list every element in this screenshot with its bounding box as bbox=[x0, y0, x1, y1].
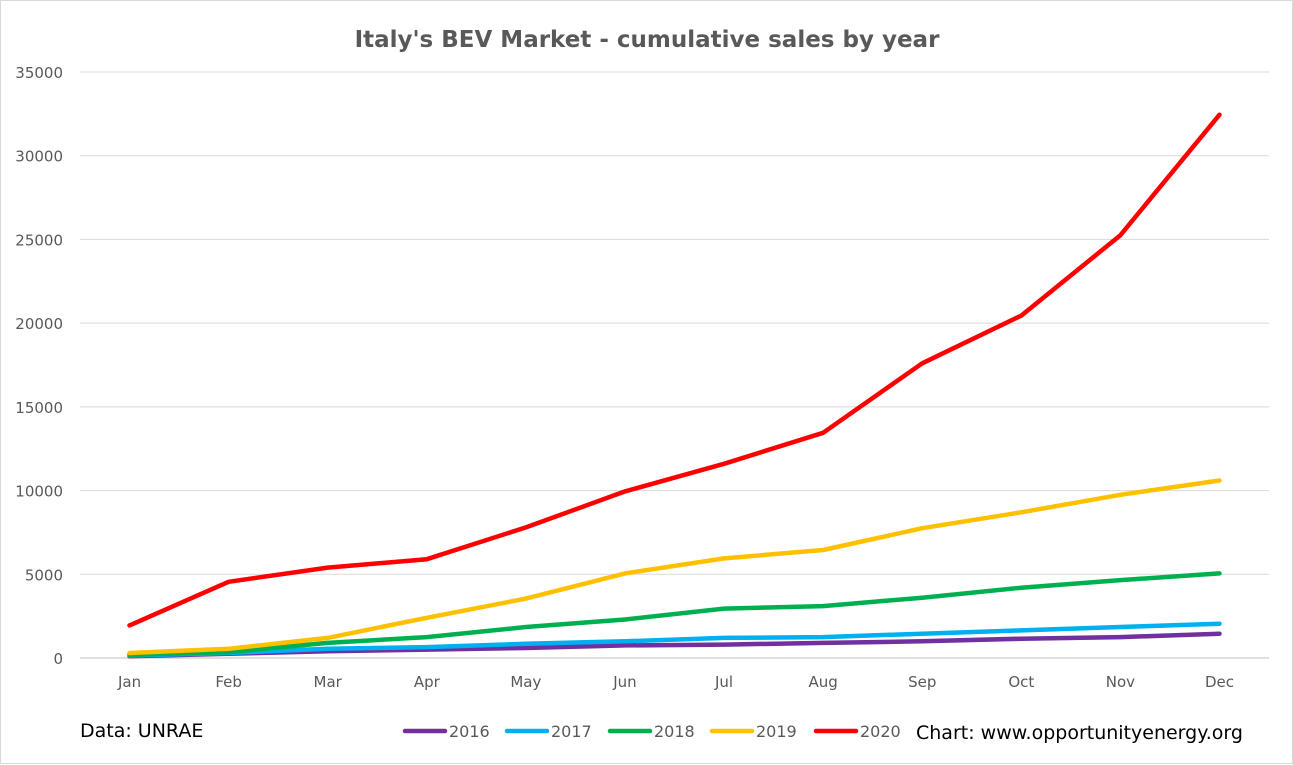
x-tick-label: Sep bbox=[908, 673, 936, 691]
x-tick-label: Nov bbox=[1106, 673, 1135, 691]
x-tick-label: Apr bbox=[414, 673, 441, 691]
x-tick-label: Jan bbox=[117, 673, 141, 691]
y-tick-label: 30000 bbox=[15, 148, 63, 166]
data-source-note: Data: UNRAE bbox=[80, 720, 204, 742]
x-axis: Jan Feb Mar Apr May Jun Jul Aug Sep Oct Nov Dec bbox=[117, 673, 1234, 691]
legend-item-2020: 2020 bbox=[813, 722, 901, 741]
legend-label: 2017 bbox=[551, 722, 592, 741]
y-tick-label: 15000 bbox=[15, 399, 63, 417]
legend-item-2016: 2016 bbox=[402, 722, 490, 741]
y-tick-label: 20000 bbox=[15, 315, 63, 333]
series-line-2020 bbox=[127, 112, 1222, 628]
legend: 2016 2017 2018 2019 2020 bbox=[402, 722, 901, 741]
x-tick-label: Jul bbox=[714, 673, 733, 691]
series-line-2019 bbox=[127, 478, 1222, 656]
legend-label: 2018 bbox=[654, 722, 695, 741]
legend-item-2019: 2019 bbox=[709, 722, 797, 741]
y-tick-label: 0 bbox=[53, 650, 63, 668]
y-axis: 0 5000 10000 15000 20000 25000 30000 35000 bbox=[15, 64, 63, 668]
y-tick-label: 35000 bbox=[15, 64, 63, 82]
x-tick-label: Dec bbox=[1205, 673, 1234, 691]
x-tick-label: Mar bbox=[314, 673, 343, 691]
x-tick-label: Jun bbox=[612, 673, 636, 691]
legend-item-2018: 2018 bbox=[607, 722, 695, 741]
legend-label: 2020 bbox=[860, 722, 901, 741]
y-tick-label: 5000 bbox=[25, 566, 63, 584]
legend-label: 2016 bbox=[449, 722, 490, 741]
y-tick-label: 10000 bbox=[15, 483, 63, 501]
series-lines bbox=[127, 112, 1222, 659]
y-tick-label: 25000 bbox=[15, 231, 63, 249]
series-line-2017 bbox=[127, 621, 1222, 658]
gridlines bbox=[80, 71, 1269, 659]
x-tick-label: Oct bbox=[1008, 673, 1034, 691]
x-tick-label: Aug bbox=[808, 673, 837, 691]
chart-title: Italy's BEV Market - cumulative sales by… bbox=[355, 27, 941, 53]
x-tick-label: Feb bbox=[215, 673, 242, 691]
series-line-2018 bbox=[127, 571, 1222, 657]
chart-credit: Chart: www.opportunityenergy.org bbox=[916, 722, 1243, 744]
x-tick-label: May bbox=[510, 673, 541, 691]
legend-item-2017: 2017 bbox=[504, 722, 592, 741]
legend-label: 2019 bbox=[756, 722, 797, 741]
